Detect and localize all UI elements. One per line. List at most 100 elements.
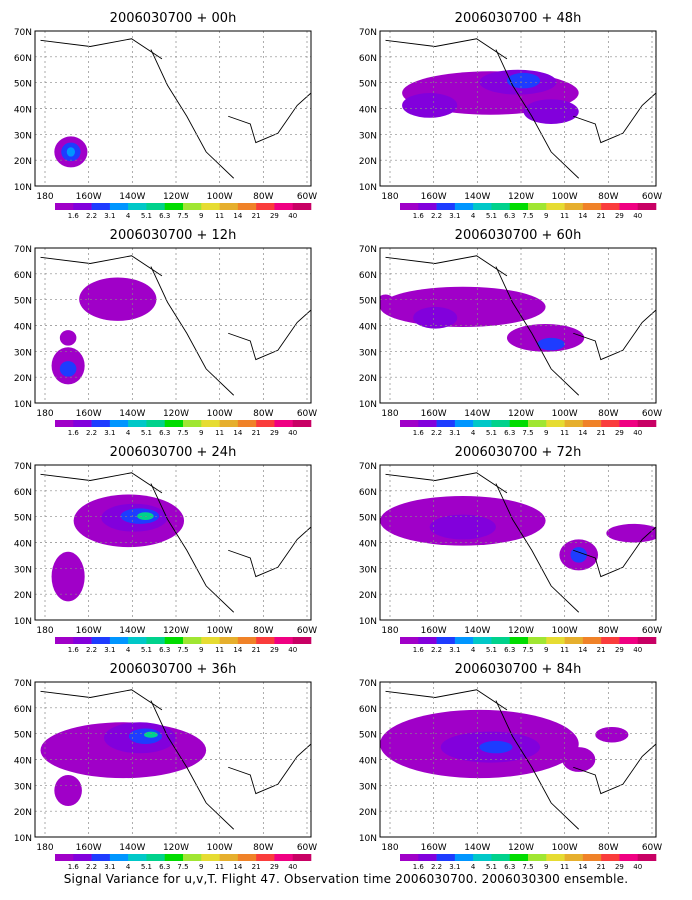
colorbar-swatch: [292, 203, 312, 210]
lat-tick-label: 20N: [14, 157, 32, 167]
colorbar-swatch: [237, 203, 257, 210]
colorbar-label: 2.2: [431, 212, 442, 220]
colorbar-swatch: [400, 637, 419, 644]
colorbar-label: 5.1: [141, 212, 152, 220]
colorbar-swatch: [418, 637, 437, 644]
lat-tick-label: 60N: [14, 54, 32, 64]
lat-tick-label: 50N: [14, 80, 32, 90]
variance-contour: [144, 731, 158, 738]
map-panel: 2006030700 + 84h 70N 60N 50N 40N 30N 20N 10N 180…: [359, 662, 662, 871]
colorbar-swatch: [292, 420, 312, 427]
lat-tick-label: 40N: [359, 323, 377, 333]
lon-tick-label: 120W: [508, 843, 534, 853]
coastline: [150, 266, 235, 396]
colorbar-label: 2.2: [431, 646, 442, 654]
variance-shading: [40, 38, 311, 179]
colorbar-label: 4: [126, 429, 131, 437]
lat-tick-label: 60N: [14, 488, 32, 498]
variance-shading: [385, 38, 656, 179]
lon-tick-label: 100W: [552, 192, 578, 202]
lon-tick-label: 140W: [119, 626, 145, 636]
lat-tick-label: 40N: [14, 757, 32, 767]
lat-tick-label: 60N: [359, 54, 377, 64]
colorbar-label: 29: [615, 429, 624, 437]
coastline: [228, 309, 311, 361]
colorbar-label: 40: [288, 646, 297, 654]
colorbar-swatch: [201, 420, 220, 427]
lat-tick-label: 60N: [359, 705, 377, 715]
coastline: [228, 526, 311, 578]
colorbar-label: 14: [578, 212, 587, 220]
colorbar-label: 3.1: [449, 212, 460, 220]
lat-tick-label: 50N: [14, 297, 32, 307]
colorbar-swatch: [637, 420, 657, 427]
lon-tick-label: 60W: [297, 626, 317, 636]
lat-tick-label: 30N: [14, 565, 32, 575]
colorbar-label: 5.1: [486, 212, 497, 220]
colorbar-label: 21: [252, 212, 261, 220]
coastline: [40, 689, 163, 711]
lat-tick-label: 60N: [359, 488, 377, 498]
lat-tick-label: 30N: [14, 348, 32, 358]
colorbar-swatch: [436, 854, 456, 861]
colorbar-label: 1.6: [413, 212, 425, 220]
colorbar-swatch: [436, 203, 456, 210]
colorbar-label: 6.3: [504, 646, 515, 654]
colorbar-label: 6.3: [159, 429, 170, 437]
lat-tick-label: 60N: [14, 705, 32, 715]
lon-tick-label: 160W: [76, 626, 102, 636]
colorbar-swatch: [491, 854, 511, 861]
variance-contour: [413, 306, 458, 329]
map-frame: [379, 247, 657, 404]
lon-tick-label: 60W: [642, 192, 662, 202]
lat-tick-label: 10N: [14, 183, 32, 193]
variance-contour: [137, 512, 154, 521]
colorbar-label: 7.5: [522, 212, 533, 220]
colorbar-swatch: [418, 854, 437, 861]
lon-tick-label: 140W: [119, 409, 145, 419]
variance-contour: [606, 523, 656, 543]
colorbar-label: 3.1: [104, 212, 115, 220]
colorbar-label: 4: [471, 212, 476, 220]
lon-tick-label: 160W: [76, 409, 102, 419]
colorbar-swatch: [109, 854, 129, 861]
colorbar-swatch: [436, 420, 456, 427]
colorbar-swatch: [582, 420, 602, 427]
colorbar-swatch: [274, 203, 294, 210]
colorbar-swatch: [473, 854, 492, 861]
colorbar-swatch: [73, 854, 92, 861]
lat-tick-label: 50N: [359, 731, 377, 741]
colorbar-label: 7.5: [177, 212, 188, 220]
colorbar-label: 5.1: [486, 646, 497, 654]
colorbar-label: 5.1: [486, 863, 497, 871]
lat-tick-label: 20N: [359, 374, 377, 384]
colorbar-swatch: [454, 854, 474, 861]
lon-tick-label: 120W: [163, 626, 189, 636]
map-frame: [379, 681, 657, 838]
colorbar-swatch: [164, 420, 184, 427]
colorbar-swatch: [400, 420, 419, 427]
colorbar-swatch: [637, 637, 657, 644]
lon-tick-label: 120W: [508, 192, 534, 202]
colorbar-label: 9: [199, 863, 203, 871]
colorbar-label: 11: [215, 212, 224, 220]
colorbar-swatch: [128, 854, 147, 861]
lon-tick-label: 140W: [464, 843, 490, 853]
lon-tick-label: 100W: [207, 409, 233, 419]
lat-tick-label: 70N: [359, 245, 377, 255]
colorbar-swatch: [546, 637, 565, 644]
lat-tick-label: 40N: [359, 757, 377, 767]
colorbar-swatch: [601, 854, 620, 861]
colorbar-label: 9: [544, 646, 548, 654]
colorbar-label: 21: [597, 429, 606, 437]
lon-tick-label: 160W: [421, 192, 447, 202]
lon-tick-label: 60W: [642, 843, 662, 853]
colorbar-label: 4: [471, 863, 476, 871]
colorbar-label: 9: [544, 429, 548, 437]
colorbar-label: 21: [252, 646, 261, 654]
coastline: [40, 38, 163, 60]
lat-tick-label: 10N: [359, 617, 377, 627]
lat-tick-label: 20N: [359, 157, 377, 167]
colorbar-swatch: [619, 637, 639, 644]
lat-tick-label: 10N: [359, 834, 377, 844]
